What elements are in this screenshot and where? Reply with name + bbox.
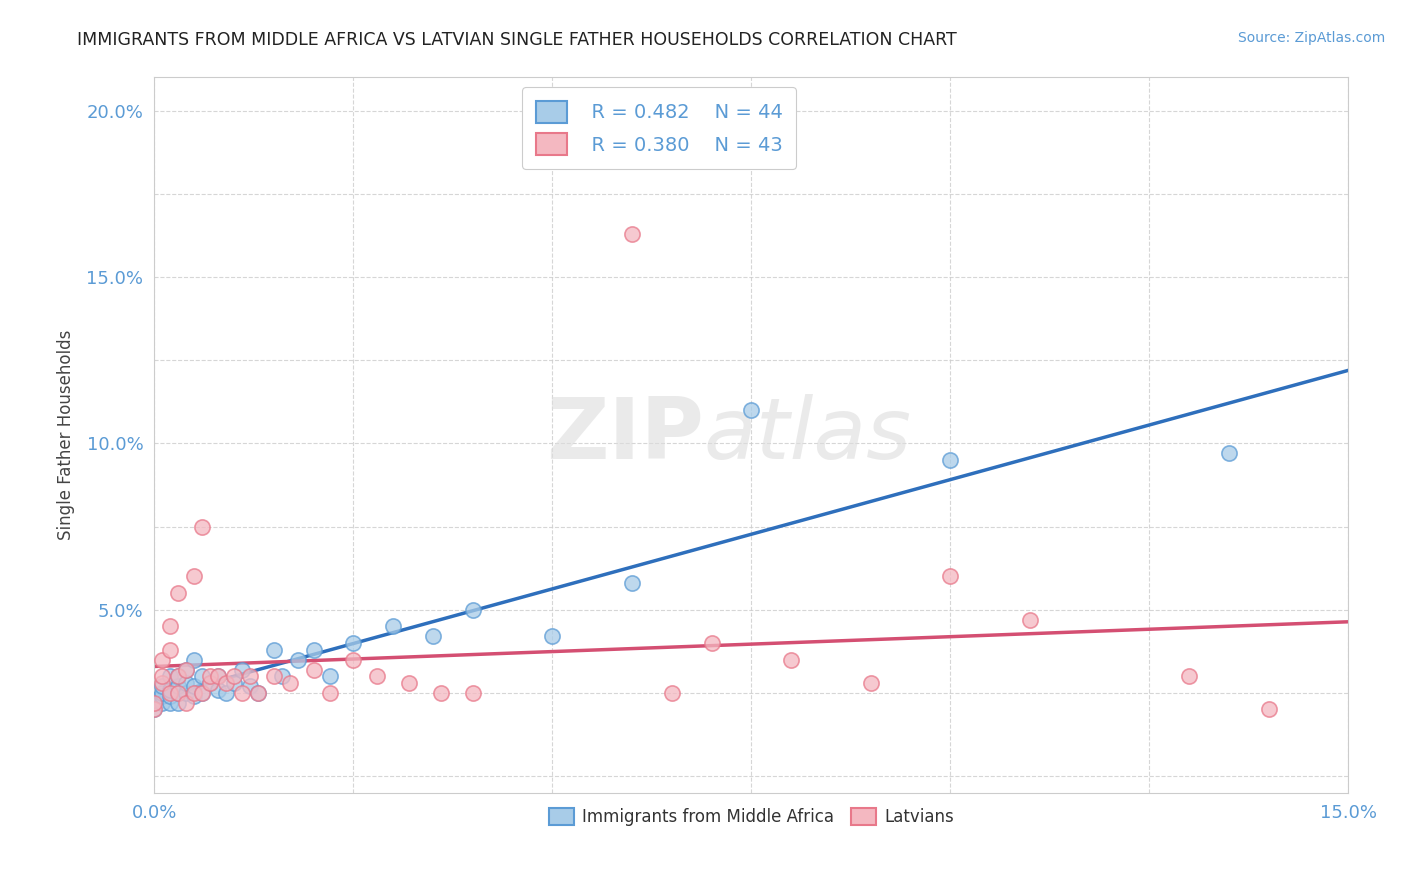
Point bbox=[263, 642, 285, 657]
Point bbox=[167, 679, 190, 693]
Point bbox=[661, 686, 683, 700]
Point bbox=[183, 652, 205, 666]
Point bbox=[150, 696, 173, 710]
Point bbox=[159, 696, 181, 710]
Point bbox=[342, 636, 364, 650]
Point bbox=[270, 669, 292, 683]
Point bbox=[222, 676, 245, 690]
Point bbox=[239, 669, 262, 683]
Point bbox=[143, 696, 166, 710]
Point bbox=[287, 652, 309, 666]
Point bbox=[366, 669, 388, 683]
Point bbox=[231, 686, 253, 700]
Text: ZIP: ZIP bbox=[546, 393, 703, 476]
Point bbox=[150, 652, 173, 666]
Point bbox=[621, 227, 644, 241]
Point bbox=[239, 679, 262, 693]
Legend: Immigrants from Middle Africa, Latvians: Immigrants from Middle Africa, Latvians bbox=[540, 799, 962, 834]
Point bbox=[461, 603, 484, 617]
Point bbox=[183, 686, 205, 700]
Point bbox=[167, 686, 190, 700]
Point bbox=[191, 519, 214, 533]
Point bbox=[143, 702, 166, 716]
Point bbox=[191, 686, 214, 700]
Point bbox=[246, 686, 269, 700]
Point bbox=[342, 652, 364, 666]
Point bbox=[159, 689, 181, 703]
Point bbox=[159, 682, 181, 697]
Point bbox=[318, 686, 340, 700]
Point bbox=[191, 686, 214, 700]
Point bbox=[159, 642, 181, 657]
Point bbox=[318, 669, 340, 683]
Point bbox=[174, 676, 197, 690]
Point bbox=[198, 676, 221, 690]
Point bbox=[198, 676, 221, 690]
Point bbox=[159, 619, 181, 633]
Text: atlas: atlas bbox=[703, 393, 911, 476]
Y-axis label: Single Father Households: Single Father Households bbox=[58, 330, 75, 541]
Point bbox=[174, 663, 197, 677]
Point bbox=[422, 629, 444, 643]
Point bbox=[183, 689, 205, 703]
Point bbox=[1178, 669, 1201, 683]
Point bbox=[700, 636, 723, 650]
Point bbox=[1257, 702, 1279, 716]
Point bbox=[215, 676, 238, 690]
Point bbox=[621, 576, 644, 591]
Point bbox=[263, 669, 285, 683]
Point bbox=[278, 676, 301, 690]
Point bbox=[302, 642, 325, 657]
Point bbox=[430, 686, 453, 700]
Point bbox=[159, 669, 181, 683]
Point bbox=[207, 669, 229, 683]
Point bbox=[939, 453, 962, 467]
Point bbox=[167, 586, 190, 600]
Point bbox=[174, 663, 197, 677]
Point bbox=[174, 686, 197, 700]
Point bbox=[150, 679, 173, 693]
Point bbox=[1218, 446, 1240, 460]
Point bbox=[150, 689, 173, 703]
Point bbox=[167, 686, 190, 700]
Point bbox=[740, 403, 762, 417]
Point bbox=[198, 669, 221, 683]
Point bbox=[541, 629, 564, 643]
Point bbox=[302, 663, 325, 677]
Point bbox=[150, 669, 173, 683]
Point bbox=[207, 682, 229, 697]
Point bbox=[215, 686, 238, 700]
Point bbox=[191, 669, 214, 683]
Point bbox=[939, 569, 962, 583]
Point bbox=[167, 669, 190, 683]
Point bbox=[231, 663, 253, 677]
Point bbox=[183, 569, 205, 583]
Point bbox=[859, 676, 882, 690]
Point bbox=[183, 679, 205, 693]
Point bbox=[398, 676, 420, 690]
Point bbox=[174, 696, 197, 710]
Point bbox=[222, 669, 245, 683]
Point bbox=[207, 669, 229, 683]
Text: Source: ZipAtlas.com: Source: ZipAtlas.com bbox=[1237, 31, 1385, 45]
Point bbox=[150, 686, 173, 700]
Point bbox=[150, 676, 173, 690]
Point bbox=[143, 692, 166, 706]
Point bbox=[382, 619, 405, 633]
Point bbox=[246, 686, 269, 700]
Point bbox=[167, 669, 190, 683]
Point bbox=[167, 696, 190, 710]
Point bbox=[780, 652, 803, 666]
Point bbox=[461, 686, 484, 700]
Point bbox=[159, 686, 181, 700]
Point bbox=[1019, 613, 1042, 627]
Point bbox=[143, 702, 166, 716]
Text: IMMIGRANTS FROM MIDDLE AFRICA VS LATVIAN SINGLE FATHER HOUSEHOLDS CORRELATION CH: IMMIGRANTS FROM MIDDLE AFRICA VS LATVIAN… bbox=[77, 31, 957, 49]
